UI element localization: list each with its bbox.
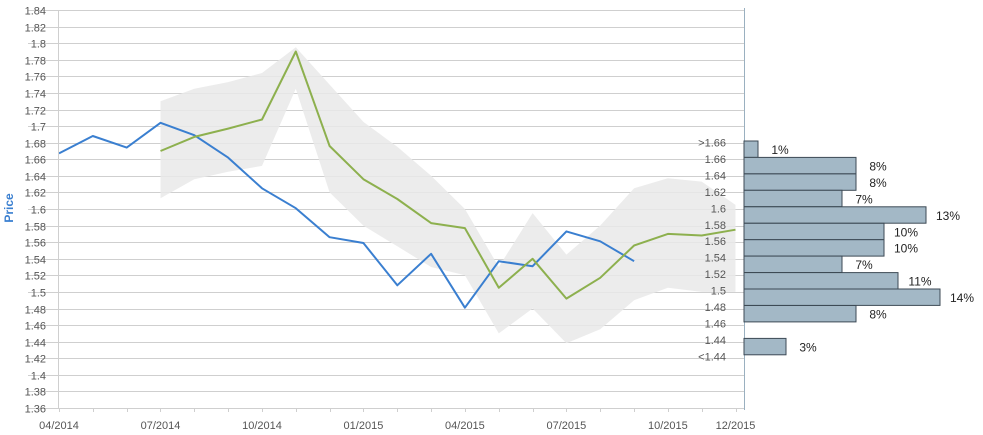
y-tick-label: 1.82 [25, 23, 46, 35]
y-tick-label: 1.74 [25, 89, 46, 101]
y-tick-label: 1.52 [25, 271, 46, 283]
y-tick-label: 1.62 [25, 188, 46, 200]
histogram-value-label: 3% [799, 340, 817, 354]
x-tick-label: 07/2014 [141, 420, 181, 432]
y-axis-label: Price [2, 193, 16, 223]
histogram-bar [743, 337, 787, 356]
histogram-value-label: 8% [869, 308, 887, 322]
y-tick-label: 1.76 [25, 72, 46, 84]
histogram-bar [743, 173, 857, 191]
y-tick-label: 1.8 [31, 39, 46, 51]
histogram-bar [743, 305, 857, 323]
histogram-bar [743, 206, 927, 224]
y-tick-label: 1.7 [31, 122, 46, 134]
histogram-bin-label: <1.44 [698, 351, 726, 363]
histogram-value-label: 7% [855, 258, 873, 272]
x-tick-label: 01/2015 [344, 420, 384, 432]
x-tick-label: 10/2014 [242, 420, 282, 432]
x-tick-label: 12/2015 [716, 420, 756, 432]
histogram-bin-label: 1.64 [705, 170, 726, 182]
histogram-bar [743, 288, 941, 306]
histogram-bin-label: 1.44 [705, 335, 726, 347]
forecast-band-layer [160, 47, 736, 344]
histogram-bar [743, 272, 899, 290]
histogram-value-label: 13% [936, 209, 960, 223]
y-tick-label: 1.44 [25, 338, 46, 350]
histogram-bin-label: 1.56 [705, 236, 726, 248]
distribution-histogram: >1.66 1% 1.66 8% 1.64 8% 1.62 7% 1.6 13% 1.58 10% 1.… [698, 138, 974, 364]
y-tick-label: 1.4 [31, 371, 46, 383]
y-tick-label: 1.56 [25, 238, 46, 250]
y-tick-label: 1.54 [25, 255, 46, 267]
y-tick-label: 1.68 [25, 139, 46, 151]
histogram-bar [743, 222, 885, 241]
histogram-bin-label: 1.52 [705, 269, 726, 281]
y-tick-label: 1.6 [31, 205, 46, 217]
y-tick-label: 1.84 [25, 6, 46, 18]
y-tick-label: 1.78 [25, 56, 46, 68]
histogram-value-label: 1% [771, 143, 789, 157]
y-tick-label: 1.36 [25, 404, 46, 416]
histogram-value-label: 7% [855, 192, 873, 206]
forecast-band [160, 47, 736, 344]
x-tick-label: 04/2015 [445, 420, 485, 432]
x-tick-label: 04/2014 [39, 420, 79, 432]
y-tick-label: 1.38 [25, 387, 46, 399]
histogram-bin-label: 1.62 [705, 187, 726, 199]
histogram-bar [743, 189, 843, 208]
histogram-bin-label: 1.66 [705, 154, 726, 166]
histogram-bar [743, 255, 843, 274]
y-tick-label: 1.64 [25, 172, 46, 184]
histogram-value-label: 10% [894, 242, 918, 256]
histogram-bin-label: 1.54 [705, 253, 726, 265]
x-tick-label: 07/2015 [547, 420, 587, 432]
y-tick-label: 1.72 [25, 106, 46, 118]
actual-price-line [58, 121, 635, 309]
histogram-bin-label: 1.46 [705, 318, 726, 330]
histogram-bin-label: 1.58 [705, 220, 726, 232]
axes: 1.36 1.38 1.4 1.42 1.44 1.46 1.48 1.5 1.52 1.54 1.… [25, 6, 756, 433]
histogram-value-label: 8% [869, 176, 887, 190]
histogram-value-label: 11% [908, 275, 931, 289]
histogram-bin-label: 1.6 [711, 203, 726, 215]
y-tick-label: 1.42 [25, 354, 46, 366]
histogram-value-label: 10% [894, 225, 918, 239]
x-tick-label: 10/2015 [648, 420, 688, 432]
histogram-bin-label: 1.5 [711, 286, 726, 298]
histogram-value-label: 14% [950, 291, 974, 305]
histogram-value-label: 8% [869, 159, 887, 173]
histogram-bin-label: >1.66 [698, 138, 726, 150]
y-tick-label: 1.58 [25, 222, 46, 234]
y-tick-label: 1.48 [25, 305, 46, 317]
y-tick-label: 1.5 [31, 288, 46, 300]
histogram-bar [743, 140, 759, 158]
series-layer [58, 50, 736, 309]
histogram-bar [743, 239, 885, 257]
y-tick-label: 1.66 [25, 155, 46, 167]
y-tick-label: 1.46 [25, 321, 46, 333]
forecast-price-line [160, 50, 736, 300]
histogram-bin-label: 1.48 [705, 302, 726, 314]
histogram-bar [743, 156, 857, 175]
